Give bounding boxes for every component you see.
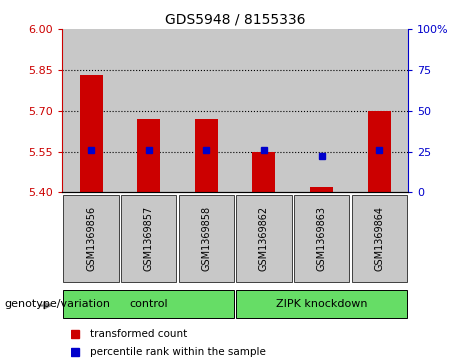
FancyBboxPatch shape (351, 195, 407, 282)
FancyBboxPatch shape (294, 195, 349, 282)
Text: GSM1369864: GSM1369864 (374, 206, 384, 271)
Text: GSM1369858: GSM1369858 (201, 206, 211, 271)
Bar (120, 29, 177, 192)
Bar (350, 29, 408, 192)
Text: percentile rank within the sample: percentile rank within the sample (90, 347, 266, 358)
Text: GSM1369856: GSM1369856 (86, 206, 96, 271)
Text: control: control (130, 299, 168, 309)
FancyBboxPatch shape (179, 195, 234, 282)
Title: GDS5948 / 8155336: GDS5948 / 8155336 (165, 12, 305, 26)
FancyBboxPatch shape (64, 290, 234, 318)
Bar (310, 187, 333, 192)
FancyBboxPatch shape (236, 195, 291, 282)
Bar (62, 29, 120, 192)
Text: GSM1369862: GSM1369862 (259, 206, 269, 271)
Text: ZIPK knockdown: ZIPK knockdown (276, 299, 367, 309)
Bar (253, 152, 276, 192)
Bar (293, 29, 350, 192)
Bar (177, 29, 235, 192)
Bar (368, 111, 390, 192)
Bar (235, 29, 293, 192)
Bar (79, 76, 102, 192)
Text: transformed count: transformed count (90, 329, 188, 339)
Bar (137, 119, 160, 192)
Text: GSM1369857: GSM1369857 (144, 206, 154, 271)
FancyBboxPatch shape (236, 290, 407, 318)
Text: genotype/variation: genotype/variation (5, 299, 111, 309)
FancyBboxPatch shape (121, 195, 176, 282)
Text: GSM1369863: GSM1369863 (317, 206, 326, 271)
Bar (195, 119, 218, 192)
FancyBboxPatch shape (64, 195, 118, 282)
